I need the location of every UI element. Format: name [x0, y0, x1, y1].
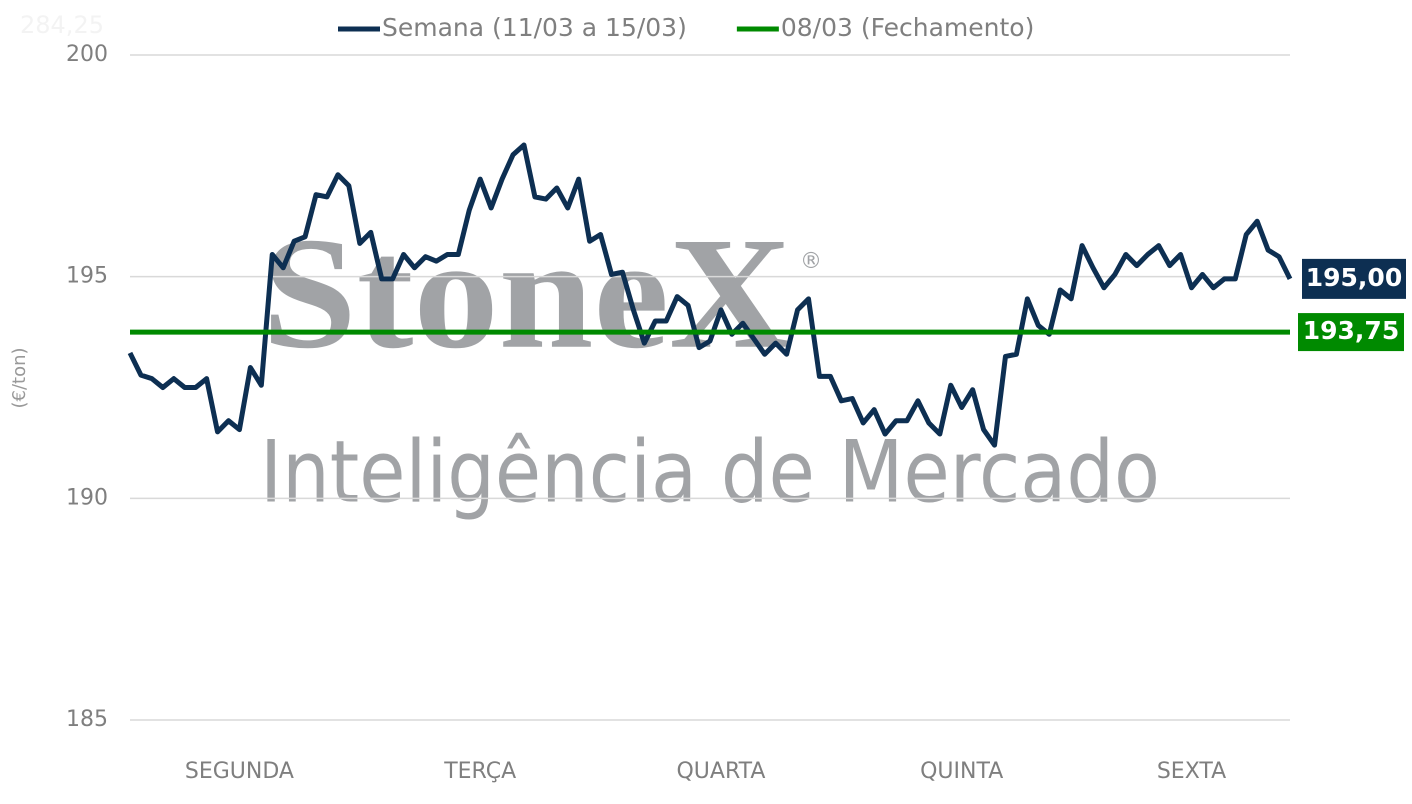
end-tag-label: 193,75: [1303, 316, 1399, 345]
end-tag: [1298, 313, 1404, 352]
watermark-tagline: Inteligência de Mercado: [260, 422, 1160, 522]
y-axis-label: (€/ton): [9, 347, 30, 408]
y-tick-label: 190: [66, 485, 108, 510]
legend-label: Semana (11/03 a 15/03): [382, 13, 687, 42]
watermark: StoneX ® Inteligência de Mercado: [260, 204, 1160, 523]
end-tag-label: 195,00: [1306, 263, 1402, 292]
y-tick-label: 200: [66, 42, 108, 67]
y-tick-label: 185: [66, 707, 108, 732]
x-tick-label: SEXTA: [1157, 759, 1226, 784]
watermark-brand: StoneX: [262, 204, 792, 382]
x-tick-label: QUINTA: [920, 759, 1003, 784]
watermark-registered: ®: [800, 249, 822, 274]
end-tag: [1302, 258, 1406, 299]
x-tick-label: TERÇA: [443, 759, 516, 784]
x-tick-label: QUARTA: [676, 759, 765, 784]
faint-label: 284,25: [20, 11, 104, 39]
y-tick-label: 195: [66, 264, 108, 289]
series-line: [127, 142, 1293, 448]
x-tick-label: SEGUNDA: [185, 759, 294, 784]
legend-label: 08/03 (Fechamento): [781, 13, 1034, 42]
